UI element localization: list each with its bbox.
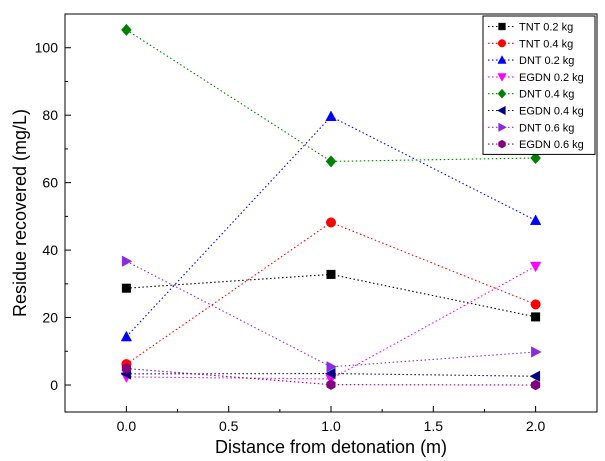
legend-item: EGDN 0.6 kg (488, 139, 584, 151)
series-line (126, 260, 536, 368)
data-point (121, 23, 132, 36)
x-tick-label: 2.0 (526, 418, 546, 434)
series-line (126, 273, 536, 318)
data-point (530, 299, 541, 310)
y-tick-label: 60 (42, 175, 58, 191)
y-tick-label: 0 (50, 377, 58, 393)
axis-ticks: 0.0 0.5 1.0 1.5 2.0 0 20 40 60 80 100 (35, 40, 546, 434)
data-point (325, 110, 337, 122)
x-tick-label: 1.0 (321, 418, 341, 434)
legend-marker (497, 73, 507, 82)
legend-item: EGDN 0.2 kg (488, 72, 584, 84)
x-tick-label: 0.0 (117, 418, 137, 434)
legend-label: DNT 0.6 kg (519, 122, 574, 134)
series (120, 110, 542, 342)
legend-marker (498, 139, 506, 149)
legend-item: DNT 0.2 kg (488, 55, 574, 67)
series (121, 255, 542, 373)
series-layer (120, 23, 542, 391)
legend-label: EGDN 0.2 kg (519, 72, 584, 84)
data-point (529, 370, 541, 382)
data-point (530, 151, 541, 165)
data-point (326, 269, 336, 279)
legend-label: DNT 0.4 kg (519, 89, 574, 101)
series (121, 269, 541, 322)
data-point (121, 363, 131, 374)
legend-label: TNT 0.2 kg (519, 22, 573, 34)
y-axis-title: Residue recovered (mg/L) (10, 109, 30, 317)
y-tick-label: 40 (42, 242, 58, 258)
data-point (531, 346, 542, 358)
series (121, 23, 541, 168)
legend-marker (497, 88, 507, 99)
legend-item: TNT 0.2 kg (488, 22, 573, 34)
legend-label: TNT 0.4 kg (519, 38, 573, 50)
legend-marker (497, 39, 507, 48)
data-point (121, 255, 133, 267)
legend-marker (498, 122, 507, 132)
series-line (126, 29, 536, 162)
series (121, 363, 541, 391)
x-axis-title: Distance from detonation (m) (215, 437, 447, 457)
data-point (531, 379, 541, 391)
legend-label: EGDN 0.4 kg (519, 106, 584, 118)
y-tick-label: 80 (42, 107, 58, 123)
legend-item: TNT 0.4 kg (488, 38, 573, 50)
data-point (531, 312, 541, 322)
data-point (324, 367, 336, 380)
legend-item: DNT 0.4 kg (488, 89, 574, 101)
y-tick-label: 100 (35, 40, 59, 56)
x-tick-label: 0.5 (219, 418, 239, 434)
series-line (126, 265, 536, 380)
data-point (325, 155, 337, 168)
data-point (120, 330, 133, 342)
legend-item: DNT 0.6 kg (488, 122, 574, 134)
legend-marker (497, 105, 506, 116)
data-point (326, 361, 338, 373)
legend-label: EGDN 0.6 kg (519, 139, 584, 151)
legend-box (482, 15, 596, 155)
legend-marker (498, 22, 506, 31)
data-point (326, 379, 336, 390)
x-tick-label: 1.5 (424, 418, 444, 434)
data-point (529, 261, 542, 273)
data-point (326, 217, 336, 228)
series (121, 217, 541, 370)
legend-label: DNT 0.2 kg (519, 55, 574, 67)
data-point (529, 214, 542, 225)
legend: TNT 0.2 kg TNT 0.4 kg DNT 0.2 kg EGDN 0.2 k… (482, 15, 596, 155)
data-point (121, 283, 131, 293)
legend-item: EGDN 0.4 kg (488, 106, 584, 118)
legend-marker (497, 55, 507, 64)
y-tick-label: 20 (42, 310, 58, 326)
